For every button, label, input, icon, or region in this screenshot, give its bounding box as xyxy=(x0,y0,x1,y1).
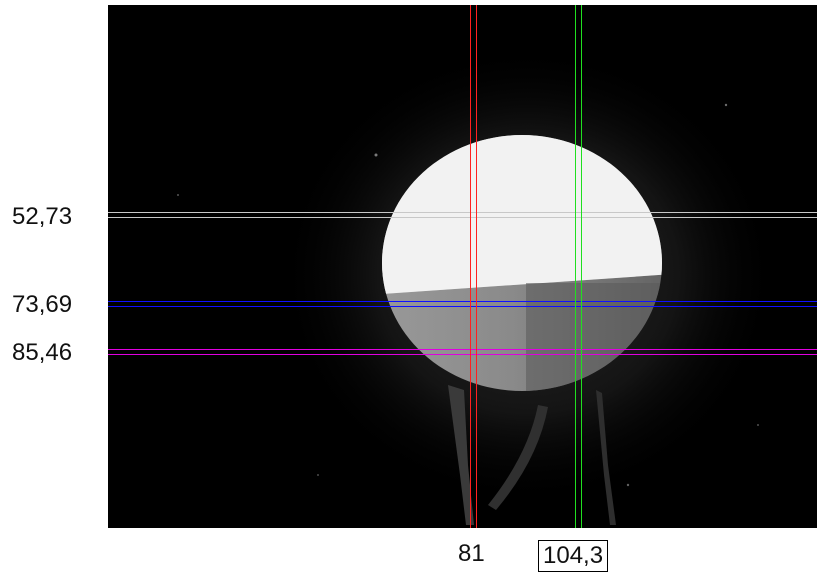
horizontal-cursor-blue[interactable] xyxy=(108,301,817,307)
vertical-cursor-label-selected[interactable]: 104,3 xyxy=(538,540,609,572)
stem-right xyxy=(596,390,616,525)
horizontal-cursor-label: 73,69 xyxy=(12,291,73,318)
stem-left xyxy=(448,385,474,525)
horizontal-cursor-label: 52,73 xyxy=(12,203,73,230)
vertical-cursor-red[interactable] xyxy=(470,5,477,528)
stem-curve xyxy=(488,405,548,510)
vertical-cursor-label: 81 xyxy=(458,540,485,567)
vertical-cursor-green[interactable] xyxy=(575,5,582,528)
image-viewport[interactable] xyxy=(108,5,817,528)
horizontal-cursor-label: 85,46 xyxy=(12,339,73,366)
camera-image xyxy=(108,5,817,528)
horizontal-cursor-magenta[interactable] xyxy=(108,349,817,355)
horizontal-cursor-white[interactable] xyxy=(108,212,817,218)
